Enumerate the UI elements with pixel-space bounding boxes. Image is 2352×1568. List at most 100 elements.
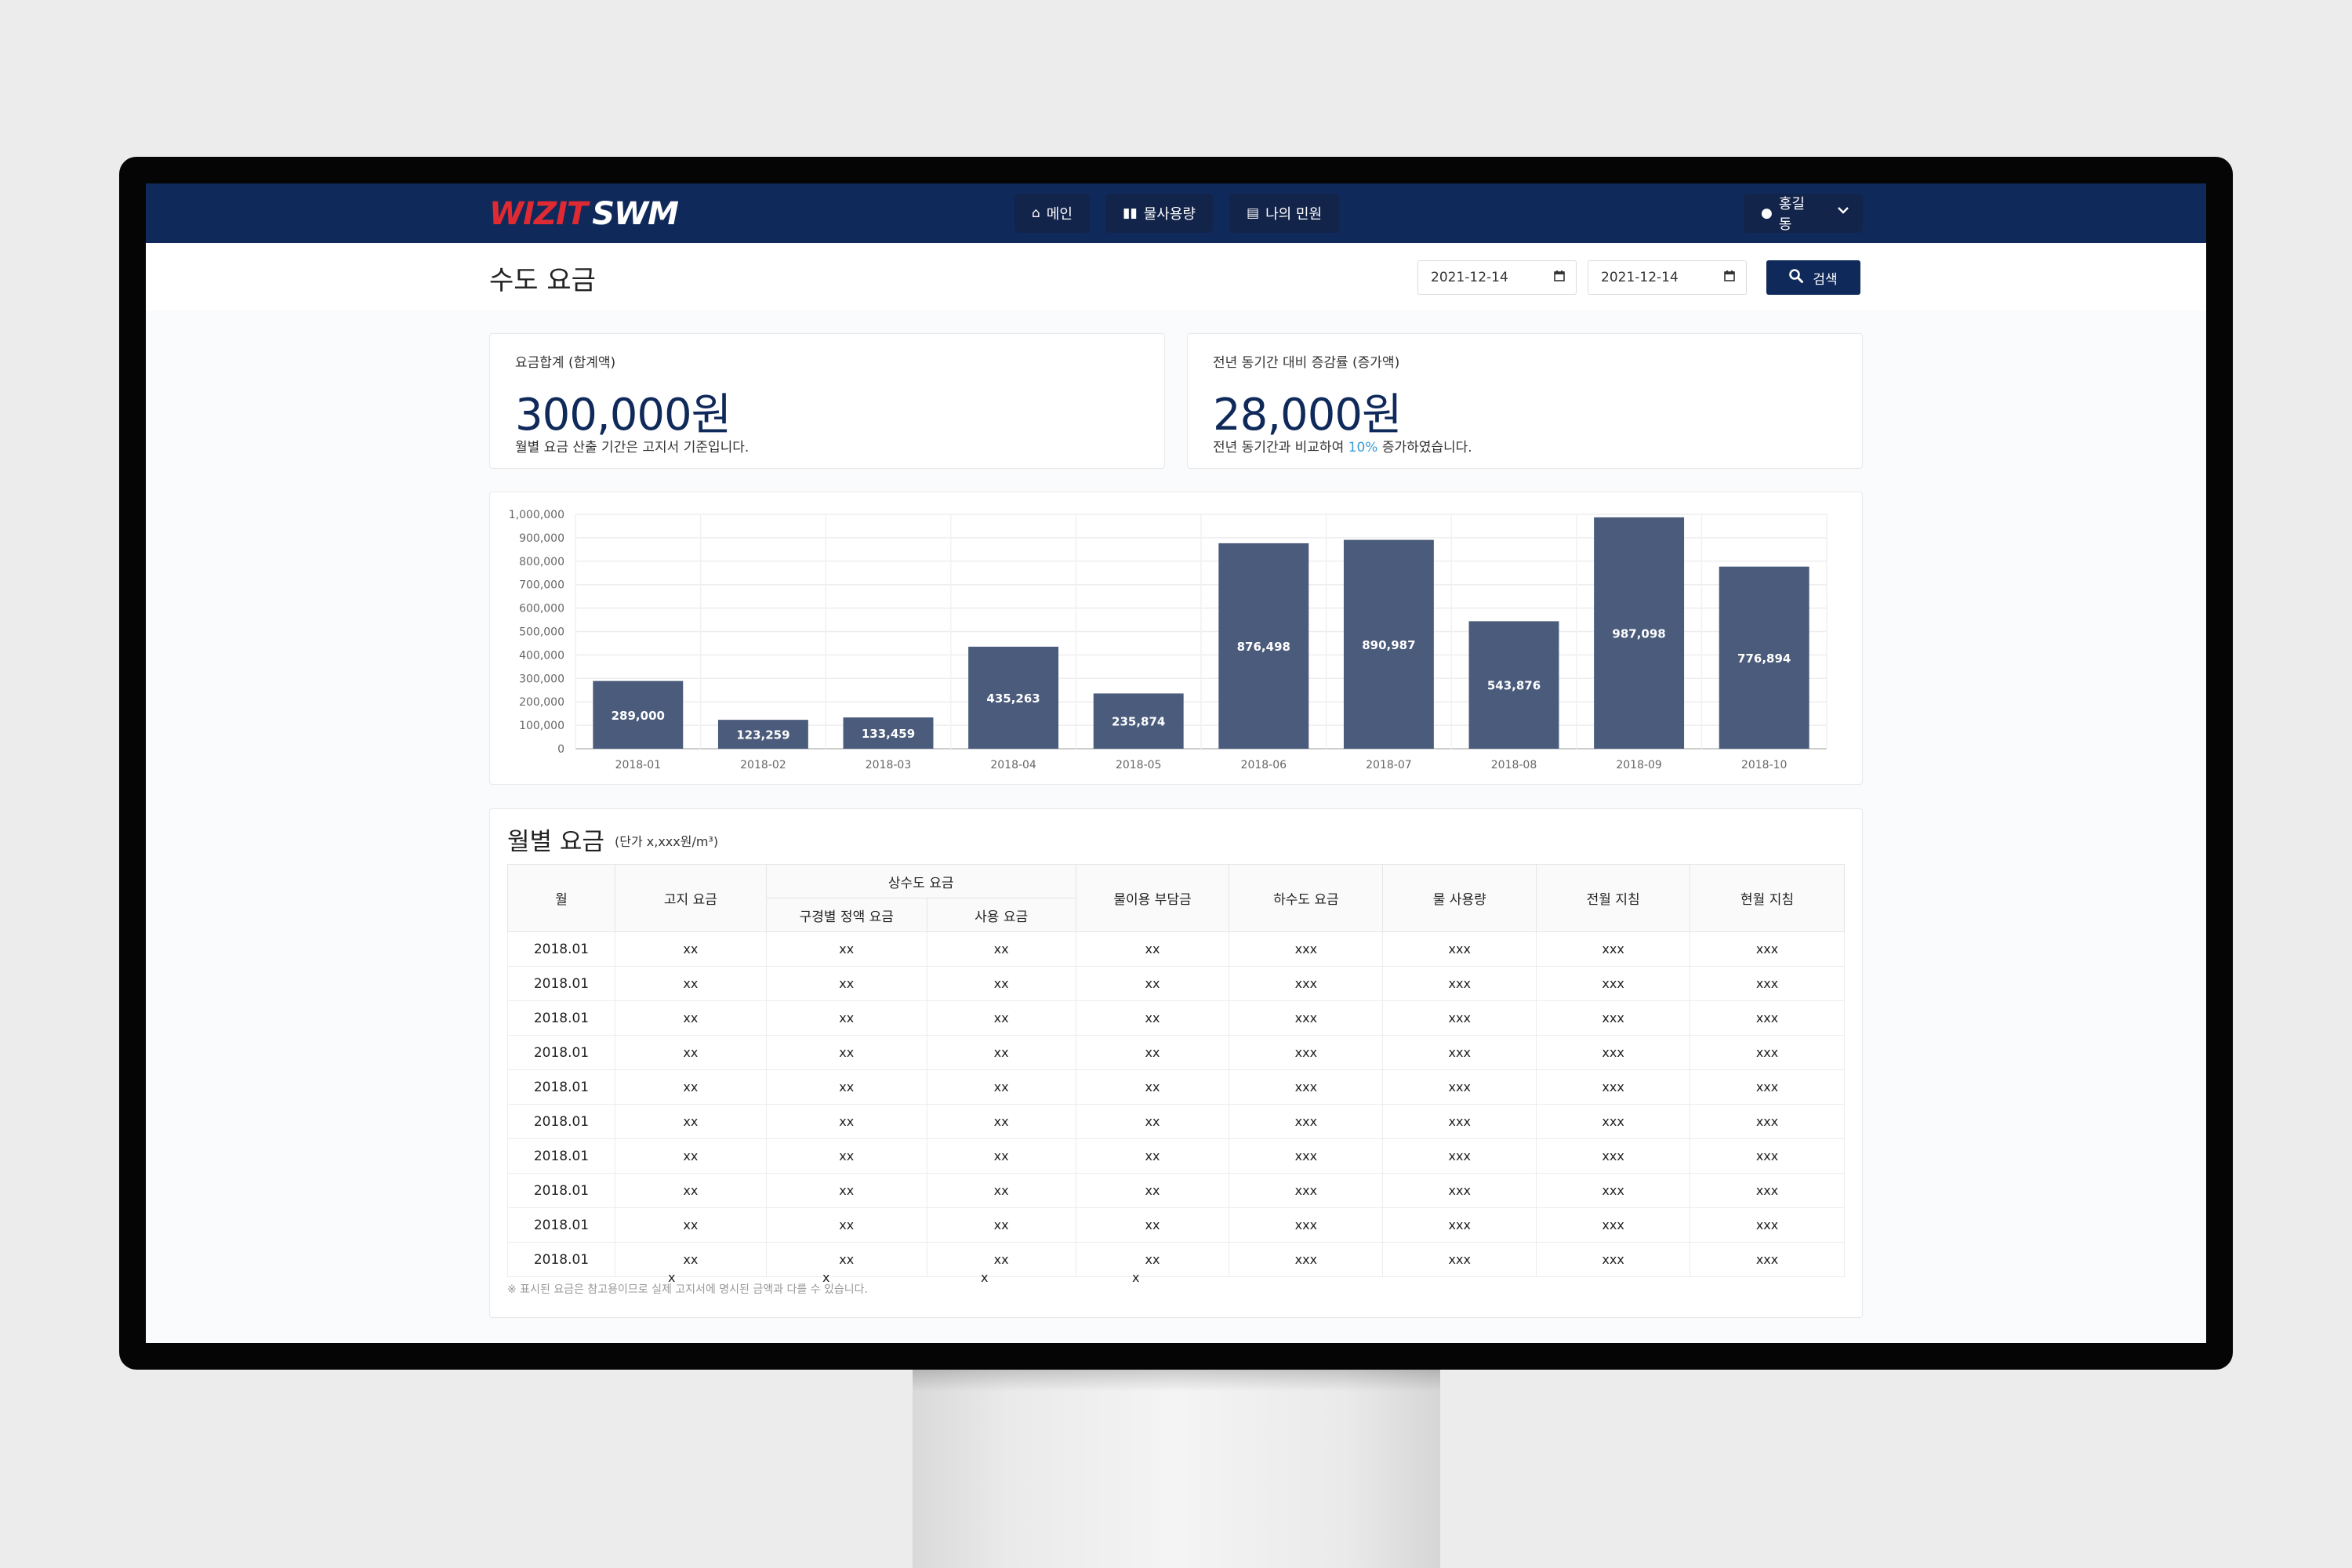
date-to-input[interactable]: 2021-12-14 (1588, 260, 1747, 295)
table-cell: xxx (1229, 1173, 1384, 1208)
nav-main-button[interactable]: ⌂ 메인 (1014, 194, 1090, 233)
table-cell: xx (765, 1000, 927, 1036)
monthly-fee-bar-chart: 0 100,000 200,000 300,000 400,000 500,000 600,… (509, 509, 1828, 771)
bar-data-label: 876,498 (1237, 640, 1290, 654)
y-tick-label: 600,000 (519, 603, 564, 615)
col-prev-reading: 전월 지침 (1536, 864, 1691, 932)
search-icon (1789, 268, 1804, 287)
table-cell: xx (926, 1000, 1076, 1036)
col-month: 월 (507, 864, 615, 932)
bar-data-label: 987,098 (1612, 626, 1665, 641)
table-cell: xx (614, 1069, 767, 1105)
logo[interactable]: WIZIT SWM (489, 196, 679, 232)
table-cell: xx (765, 1035, 927, 1070)
bar-data-label: 123,259 (736, 728, 789, 742)
monthly-fee-table-card: 월별 요금 (단가 x,xxx원/m³) 월 고지 요금 상수도 요금 물이용 … (489, 808, 1863, 1318)
table-cell: xxx (1536, 931, 1691, 967)
clipboard-icon: ▤ (1247, 205, 1260, 221)
table-cell: xx (926, 1207, 1076, 1243)
table-cell: xx (1075, 931, 1230, 967)
table-cell: xx (614, 1000, 767, 1036)
col-billed-fee: 고지 요금 (614, 864, 767, 932)
table-cell: xxx (1382, 1138, 1537, 1174)
table-cell: xx (1075, 1000, 1230, 1036)
x-tick-label: 2018-02 (740, 759, 786, 771)
table-cell: xxx (1690, 966, 1845, 1001)
table-cell: xxx (1229, 1035, 1384, 1070)
table-cell: xxx (1382, 1035, 1537, 1070)
yoy-change-label: 전년 동기간 대비 증감률 (증가액) (1213, 355, 1400, 371)
cell-month: 2018.01 (507, 1104, 615, 1139)
home-icon: ⌂ (1032, 205, 1040, 221)
y-tick-label: 100,000 (519, 720, 564, 732)
table-cell: xxx (1690, 1104, 1845, 1139)
calendar-icon[interactable] (1554, 270, 1565, 285)
cell-month: 2018.01 (507, 1069, 615, 1105)
search-button[interactable]: 검색 (1766, 260, 1860, 295)
bar-2018-04 (968, 646, 1059, 749)
bar-data-label: 890,987 (1362, 638, 1415, 652)
table-cell: xx (765, 931, 927, 967)
yoy-note-prefix: 전년 동기간과 비교하여 (1213, 440, 1348, 456)
date-from-input[interactable]: 2021-12-14 (1417, 260, 1577, 295)
table-unit: (단가 x,xxx원/m³) (615, 834, 719, 849)
bar-data-label: 435,263 (986, 691, 1040, 706)
table-cell: xxx (1690, 1207, 1845, 1243)
table-cell: xxx (1229, 966, 1384, 1001)
bar-2018-09 (1594, 517, 1685, 749)
table-cell: xx (614, 966, 767, 1001)
table-cell: xx (926, 1104, 1076, 1139)
calendar-icon[interactable] (1724, 270, 1735, 285)
bar-2018-03 (843, 717, 934, 749)
table-cell: xx (765, 1069, 927, 1105)
stray-mark: x (981, 1270, 989, 1285)
table-cell: xxx (1536, 1138, 1691, 1174)
table-cell: xx (1075, 1035, 1230, 1070)
x-tick-label: 2018-04 (990, 759, 1036, 771)
table-cell: xx (1075, 1138, 1230, 1174)
table-cell: xx (1075, 1069, 1230, 1105)
bar-data-label: 133,459 (862, 727, 915, 741)
monitor-stand-shadow (913, 1368, 1440, 1392)
table-row: 2018.01 xx xx xx xx xxx xxx xxx xxx (507, 1207, 1845, 1243)
table-cell: xxx (1382, 966, 1537, 1001)
table-row: 2018.01 xx xx xx xx xxx xxx xxx xxx (507, 1242, 1845, 1277)
table-cell: xxx (1690, 931, 1845, 967)
y-tick-label: 500,000 (519, 626, 564, 639)
y-tick-label: 0 (557, 743, 564, 756)
bar-2018-08 (1468, 621, 1559, 749)
table-cell: xxx (1229, 1242, 1384, 1277)
table-cell: xx (926, 1069, 1076, 1105)
table-cell: xxx (1382, 1242, 1537, 1277)
bar-2018-10 (1719, 566, 1809, 749)
table-cell: xx (1075, 1207, 1230, 1243)
table-title: 월별 요금 (507, 828, 604, 856)
bar-data-label: 235,874 (1112, 715, 1165, 729)
nav-water-usage-button[interactable]: ▮▮ 물사용량 (1105, 194, 1213, 233)
cell-month: 2018.01 (507, 1242, 615, 1277)
table-cell: xxx (1382, 1069, 1537, 1105)
table-row: 2018.01 xx xx xx xx xxx xxx xxx xxx (507, 931, 1845, 967)
table-cell: xxx (1382, 1207, 1537, 1243)
chevron-down-icon[interactable] (1835, 202, 1853, 220)
table-cell: xx (765, 1138, 927, 1174)
screen: WIZIT SWM ⌂ 메인 ▮▮ 물사용량 ▤ 나의 민원 ● 홍길동 수도 … (146, 183, 2206, 1343)
stray-mark: x (822, 1270, 830, 1285)
y-tick-label: 700,000 (519, 579, 564, 592)
table-cell: xxx (1382, 1173, 1537, 1208)
logo-wizit: WIZIT (489, 196, 588, 232)
table-cell: xxx (1690, 1242, 1845, 1277)
cell-month: 2018.01 (507, 1138, 615, 1174)
cell-month: 2018.01 (507, 931, 615, 967)
total-fee-label: 요금합계 (합계액) (515, 355, 616, 371)
table-cell: xxx (1382, 1104, 1537, 1139)
table-cell: xxx (1536, 1207, 1691, 1243)
table-cell: xxx (1536, 1242, 1691, 1277)
total-fee-value: 300,000원 (515, 390, 731, 441)
table-cell: xxx (1690, 1000, 1845, 1036)
table-cell: xxx (1229, 1000, 1384, 1036)
cell-month: 2018.01 (507, 966, 615, 1001)
search-label: 검색 (1813, 271, 1838, 288)
nav-my-complaints-button[interactable]: ▤ 나의 민원 (1229, 194, 1340, 233)
table-cell: xx (614, 1138, 767, 1174)
